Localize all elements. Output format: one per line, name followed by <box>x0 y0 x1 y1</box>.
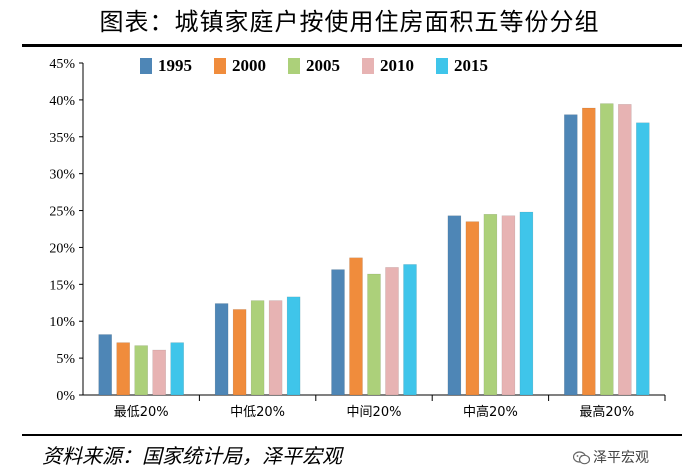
x-tick-label: 最低20% <box>114 405 169 420</box>
y-tick-label: 30% <box>49 168 75 183</box>
chart-legend: 1995 2000 2005 2010 2015 <box>140 53 488 79</box>
bar-2010-3 <box>385 267 399 396</box>
bar-2005-5 <box>600 103 614 396</box>
bar-2000-4 <box>465 221 480 396</box>
legend-swatch <box>436 58 448 74</box>
bar-2000-5 <box>582 107 596 396</box>
bar-2010-2 <box>268 300 283 396</box>
bar-2005-3 <box>367 273 381 396</box>
legend-swatch <box>140 58 152 74</box>
bar-2000-3 <box>349 257 363 396</box>
legend-item-2005: 2005 <box>288 56 340 76</box>
bar-2005-2 <box>250 300 265 396</box>
legend-label: 2000 <box>232 56 266 75</box>
bar-1995-2 <box>214 303 229 396</box>
bar-2015-3 <box>403 264 417 396</box>
chart-title: 图表：城镇家庭户按使用住房面积五等份分组 <box>99 8 600 36</box>
bar-2005-4 <box>483 213 498 396</box>
x-tick-label: 最高20% <box>579 404 634 420</box>
source-note: 资料来源：国家统计局，泽平宏观 <box>42 444 342 468</box>
y-tick-label: 0% <box>56 389 75 404</box>
y-tick-label: 25% <box>49 205 75 220</box>
watermark: 泽平宏观 <box>573 447 649 467</box>
y-tick-label: 10% <box>49 315 75 330</box>
x-tick-label: 中低20% <box>230 405 285 420</box>
bar-2015-4 <box>519 211 534 396</box>
legend-label: 1995 <box>158 56 192 75</box>
y-tick-label: 40% <box>49 94 75 109</box>
bar-2015-1 <box>170 342 184 396</box>
bar-chart: 0% 5% 10% 15% 20% 25% 30% 35% 40% 45% 最低20% 中低20% 中间… <box>49 57 666 420</box>
y-tick-label: 15% <box>49 278 75 293</box>
y-tick-label: 45% <box>49 57 75 72</box>
bar-2015-2 <box>286 296 301 396</box>
bar-2015-5 <box>636 122 650 396</box>
watermark-text: 泽平宏观 <box>593 450 649 466</box>
legend-label: 2005 <box>306 56 340 75</box>
legend-swatch <box>362 58 374 74</box>
legend-swatch <box>288 58 300 74</box>
y-tick-label: 35% <box>49 131 75 146</box>
y-tick-label: 5% <box>56 352 75 367</box>
bar-1995-5 <box>564 114 578 396</box>
legend-item-2010: 2010 <box>362 56 414 76</box>
bar-2010-5 <box>618 104 632 396</box>
y-tick-label: 20% <box>49 241 75 256</box>
title-underline <box>22 44 682 47</box>
footer-rule <box>22 434 682 436</box>
bar-1995-3 <box>331 269 345 396</box>
bar-2000-2 <box>232 309 247 396</box>
legend-item-2000: 2000 <box>214 56 266 76</box>
legend-item-2015: 2015 <box>436 56 488 76</box>
bar-1995-4 <box>447 215 462 396</box>
x-tick-label: 中间20% <box>347 405 402 420</box>
wechat-icon <box>573 451 590 465</box>
legend-label: 2015 <box>454 56 488 75</box>
bar-2010-1 <box>152 349 166 396</box>
legend-swatch <box>214 58 226 74</box>
bar-1995-1 <box>98 334 112 396</box>
legend-item-1995: 1995 <box>140 56 192 76</box>
x-tick-label: 中高20% <box>463 404 518 420</box>
bar-2005-1 <box>134 345 148 396</box>
legend-label: 2010 <box>380 56 414 75</box>
bar-2010-4 <box>501 215 516 396</box>
bar-2000-1 <box>116 342 130 396</box>
